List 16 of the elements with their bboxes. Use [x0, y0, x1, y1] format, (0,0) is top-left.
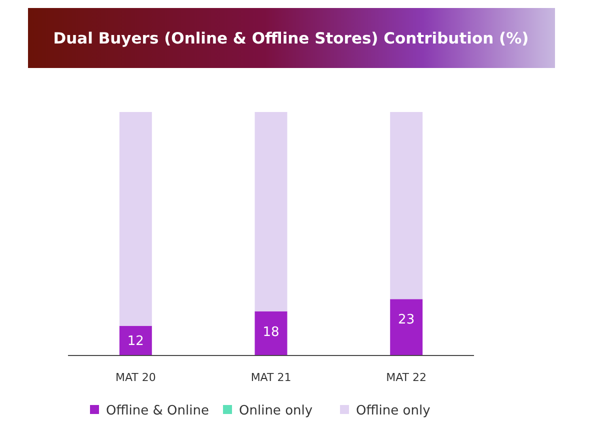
bar — [119, 326, 152, 355]
chart-title: Dual Buyers (Online & Offline Stores) Contribution (%) — [53, 29, 529, 48]
data-label: 23 — [398, 312, 415, 328]
legend-label: Offline & Online — [106, 404, 209, 419]
data-label: 12 — [127, 334, 144, 349]
x-tick-label: MAT 21 — [250, 370, 292, 384]
x-tick-label: MAT 22 — [386, 370, 427, 384]
legend-label: Online only — [239, 404, 313, 419]
bar — [119, 112, 152, 326]
bar — [254, 112, 288, 312]
bar — [254, 311, 288, 355]
bar — [390, 112, 423, 300]
x-tick-label: MAT 20 — [115, 370, 156, 384]
data-label: 18 — [262, 324, 280, 340]
bar — [390, 299, 423, 355]
legend-label: Offline only — [356, 404, 431, 419]
